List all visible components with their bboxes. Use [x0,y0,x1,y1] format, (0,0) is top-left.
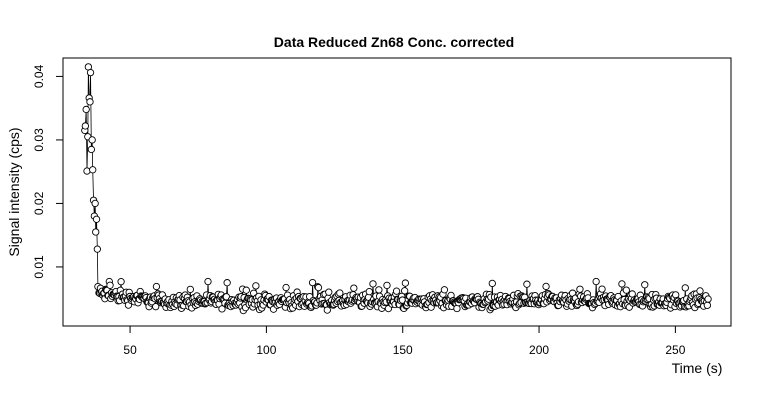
x-tick-label: 100 [256,343,276,357]
data-point [440,286,449,294]
data-point [314,283,323,292]
data-point [392,287,401,295]
data-point [400,287,409,295]
data-point [152,282,161,291]
data-point [401,279,410,287]
data-point [703,301,712,309]
data-point [350,284,358,292]
data-point [375,286,383,294]
data-point [81,122,90,130]
data-point [523,280,531,288]
data-point [91,199,99,208]
data-point [365,287,373,296]
data-point [86,98,94,106]
data-point [323,306,331,314]
y-tick-label: 0.02 [32,191,46,215]
x-tick-label: 200 [529,343,549,357]
x-tick-label: 250 [665,343,685,357]
data-point [369,280,377,288]
data-point [576,285,584,293]
data-point [223,279,231,287]
y-tick-label: 0.01 [32,255,46,279]
data-point [252,282,260,290]
x-tick-label: 150 [393,343,413,357]
data-point [598,285,606,293]
data-point [383,281,391,290]
data-point [106,281,114,289]
data-point [282,283,290,292]
y-tick-label: 0.04 [32,64,46,88]
data-point [117,278,125,286]
data-point [93,245,102,253]
data-point [622,286,630,294]
data-point [88,136,96,144]
data-point [218,305,226,313]
data-point [82,105,90,114]
x-tick-label: 50 [123,343,137,357]
data-point [325,288,333,296]
data-point [242,286,250,294]
data-point [618,280,626,288]
data-point [681,284,689,292]
y-tick-label: 0.03 [32,128,46,152]
data-point [592,277,600,286]
chart-title: Data Reduced Zn68 Conc. corrected [274,34,514,50]
data-point [488,279,496,288]
data-point [92,228,100,236]
data-point [92,215,101,223]
data-point [87,145,96,154]
y-axis: 0.01 0.02 0.03 0.04 [32,64,64,279]
data-point [641,281,649,289]
x-axis-label: Time (s) [672,360,723,376]
data-point [704,295,712,303]
data-point [453,304,461,313]
data-point [89,166,97,174]
data-point [86,68,95,77]
data-point [308,278,317,287]
y-axis-label: Signal intensity (cps) [6,127,22,256]
data-point [204,277,212,286]
data-point [696,287,704,295]
data-point [186,285,194,294]
x-axis: 50 100 150 200 250 [123,325,686,357]
data-point [152,303,160,311]
data-point [542,282,550,291]
series-layer [81,63,712,315]
data-point [336,289,344,297]
